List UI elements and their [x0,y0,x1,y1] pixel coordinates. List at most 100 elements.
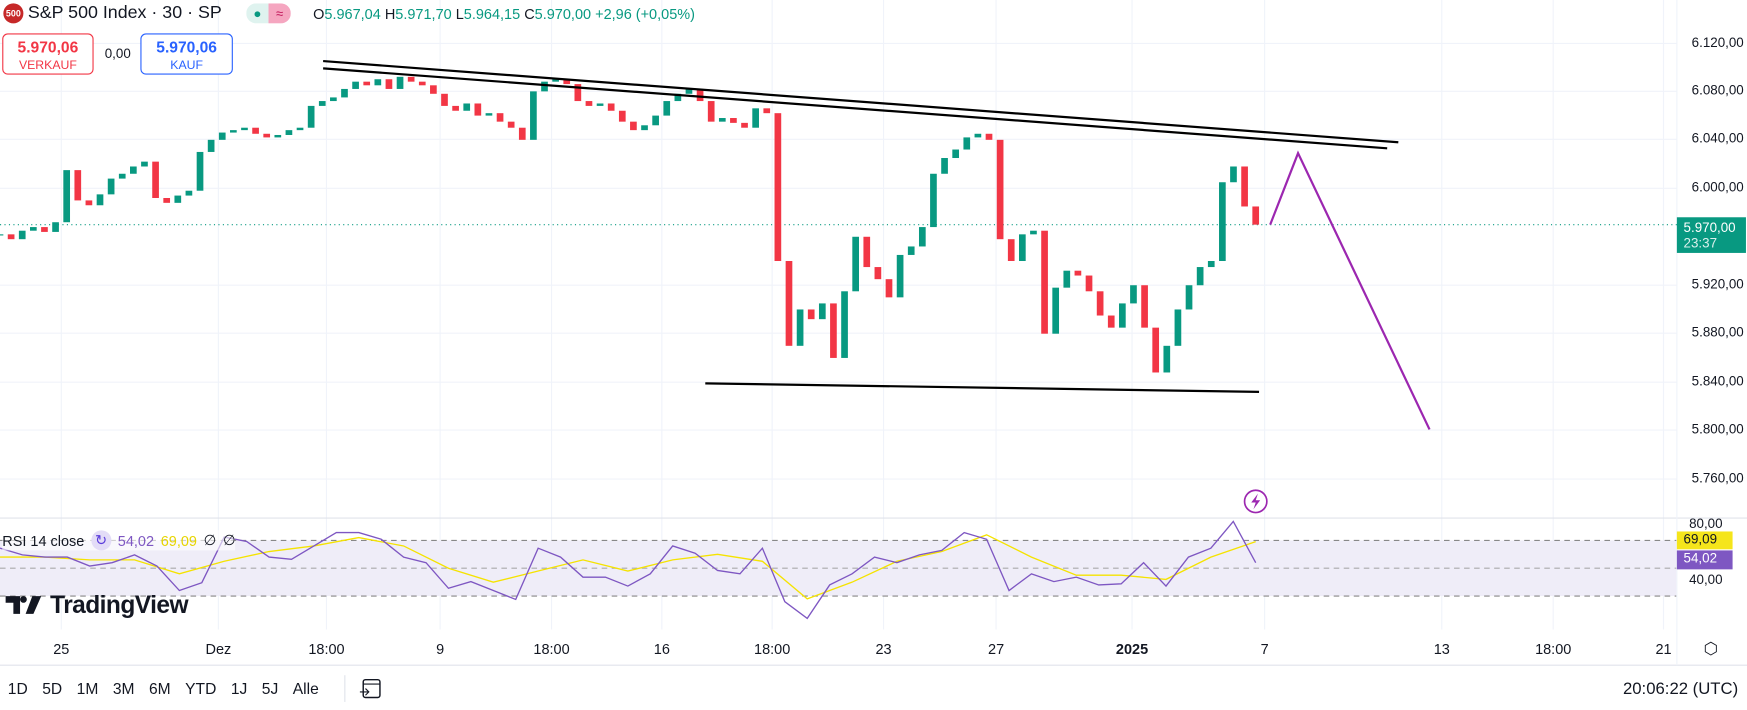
candle [363,81,371,86]
buy-price: 5.970,06 [156,37,217,56]
candle [374,79,382,86]
candle [1063,270,1071,288]
range-selector: 1D 5D 1M 3M 6M YTD 1J 5J Alle [8,680,319,698]
candle [630,121,637,131]
candle [741,122,748,128]
candle [1207,261,1215,268]
symbol-title[interactable]: S&P 500 Index · 30 · SP [27,3,222,23]
drawings[interactable] [323,59,1431,430]
price-axis-label: 6.040,00 [1691,130,1744,146]
candle [241,127,248,131]
candle [1085,275,1093,292]
candle [763,108,771,114]
time-axis-label: 27 [988,640,1005,658]
range-button-1d[interactable]: 1D [7,679,28,698]
candle [1241,166,1248,207]
candle [785,261,793,346]
candle [963,137,971,150]
lightning-icon[interactable] [1243,489,1268,514]
candle [29,227,37,231]
open-label: O [313,5,325,22]
price-axis-label: 6.120,00 [1691,34,1744,51]
candle [907,246,915,255]
rsi-axis-40: 40,00 [1689,571,1723,588]
spread: 0,00 [104,45,131,62]
buy-button[interactable]: 5.970,06 KAUF [140,33,233,75]
candle [852,236,859,292]
projection-path [1269,150,1431,430]
range-button-1j[interactable]: 1J [230,679,248,698]
candle [141,161,148,167]
candle [196,151,204,191]
candle [841,291,848,358]
candle [818,303,826,320]
candle [507,121,515,128]
candle [930,173,937,228]
rsi-legend[interactable]: RSI 14 close ↻ 54,02 69,09 ∅ ∅ [2,530,236,551]
candle [674,93,682,102]
low-value: 5.964,15 [463,5,521,22]
range-button-3m[interactable]: 3M [112,679,135,698]
candle [1096,291,1104,316]
high-label: H [384,5,396,22]
range-button-ytd[interactable]: YTD [185,679,217,698]
sell-button[interactable]: 5.970,06 VERKAUF [2,33,94,75]
price-axis-label: 6.000,00 [1691,179,1744,195]
candle [530,91,537,140]
rsi-ma-line [0,534,1256,600]
range-button-6m[interactable]: 6M [148,679,171,698]
range-button-alle[interactable]: Alle [292,679,319,698]
price-axis-label: 5.760,00 [1691,470,1744,486]
candle [7,234,15,240]
time-axis-label: 2025 [1115,640,1149,658]
market-status-pill[interactable]: ● ≈ [246,3,291,24]
rsi-legend-na-2: ∅ [222,531,236,549]
candle [596,103,604,106]
candle [1041,230,1048,334]
candle [1007,239,1015,262]
range-button-5d[interactable]: 5D [42,679,63,698]
candle [318,101,326,106]
candle [185,190,193,196]
candle [341,88,348,98]
candle [552,79,559,82]
candle [1018,234,1026,262]
rsi-label: RSI 14 close [2,532,85,549]
rsi-legend-value: 54,02 [117,532,155,549]
buy-label: KAUF [170,59,203,73]
candle [718,118,726,122]
settings-icon[interactable]: ⬡ [1703,639,1719,659]
time-axis-label: 25 [53,640,70,658]
refresh-icon[interactable]: ↻ [91,530,112,551]
candle [296,127,304,131]
low-label: L [455,5,464,22]
range-button-1m[interactable]: 1M [76,679,99,698]
candle [85,200,93,206]
symbol-logo[interactable]: 500 [3,3,24,24]
price-axis-label: 5.800,00 [1691,421,1744,437]
delayed-data-icon: ≈ [268,3,291,24]
sell-price: 5.970,06 [17,37,79,56]
candle [118,173,126,179]
go-to-date-icon[interactable] [359,676,384,701]
candle [863,236,871,268]
candle [263,133,271,138]
candle [130,166,137,174]
candle [1130,285,1137,304]
clock[interactable]: 20:06:22 (UTC) [1622,679,1739,699]
candle [107,178,115,195]
candle [463,103,471,111]
rsi-legend-na-1: ∅ [203,531,217,549]
candle [796,309,804,346]
candle [774,113,782,262]
candle [163,197,171,203]
candle [352,81,359,89]
time-axis-label: 16 [653,640,670,658]
price-axis-label: 5.880,00 [1691,324,1744,340]
tradingview-logo-icon [5,596,42,614]
range-button-5j[interactable]: 5J [261,679,279,698]
time-axis-label: 18:00 [754,640,791,658]
candle [1074,270,1082,276]
